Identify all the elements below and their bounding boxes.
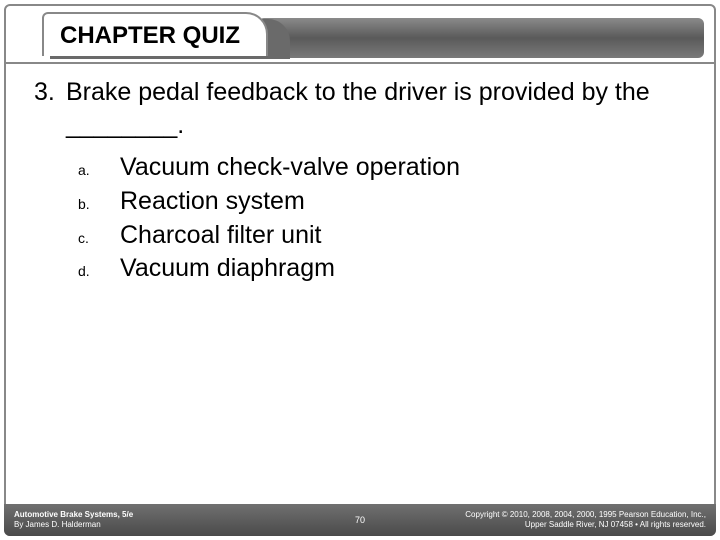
book-title: Automotive Brake Systems, 5/e	[14, 510, 133, 520]
header-bar	[258, 18, 704, 58]
option-d: d. Vacuum diaphragm	[78, 252, 686, 286]
chapter-title: CHAPTER QUIZ	[42, 12, 268, 56]
option-label: a.	[78, 161, 120, 180]
options-list: a. Vacuum check-valve operation b. React…	[78, 151, 686, 286]
book-author: By James D. Halderman	[14, 520, 133, 530]
option-text: Vacuum diaphragm	[120, 252, 335, 286]
question-number: 3.	[34, 76, 66, 109]
question-row: 3. Brake pedal feedback to the driver is…	[34, 76, 686, 141]
slide-frame: CHAPTER QUIZ 3. Brake pedal feedback to …	[4, 4, 716, 536]
option-text: Charcoal filter unit	[120, 219, 321, 253]
footer-left: Automotive Brake Systems, 5/e By James D…	[14, 510, 133, 531]
option-c: c. Charcoal filter unit	[78, 219, 686, 253]
header-region: CHAPTER QUIZ	[6, 6, 714, 64]
copyright-line2: Upper Saddle River, NJ 07458 • All right…	[465, 520, 706, 530]
footer-right: Copyright © 2010, 2008, 2004, 2000, 1995…	[465, 510, 706, 531]
option-label: d.	[78, 262, 120, 281]
footer-bar: Automotive Brake Systems, 5/e By James D…	[4, 504, 716, 536]
option-label: c.	[78, 229, 120, 248]
option-a: a. Vacuum check-valve operation	[78, 151, 686, 185]
option-text: Reaction system	[120, 185, 305, 219]
page-number: 70	[355, 515, 365, 525]
option-label: b.	[78, 195, 120, 214]
option-b: b. Reaction system	[78, 185, 686, 219]
option-text: Vacuum check-valve operation	[120, 151, 460, 185]
question-text: Brake pedal feedback to the driver is pr…	[66, 76, 686, 141]
content-area: 3. Brake pedal feedback to the driver is…	[34, 76, 686, 286]
copyright-line1: Copyright © 2010, 2008, 2004, 2000, 1995…	[465, 510, 706, 520]
